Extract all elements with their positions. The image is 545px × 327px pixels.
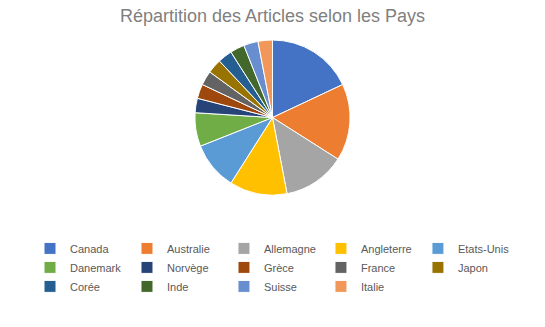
svg-text:Corée: Corée <box>70 281 100 293</box>
svg-text:France: France <box>361 262 395 274</box>
svg-text:Italie: Italie <box>361 281 384 293</box>
svg-text:Danemark: Danemark <box>70 262 121 274</box>
svg-text:Répartition des Articles selon: Répartition des Articles selon les Pays <box>120 6 425 26</box>
svg-text:Grèce: Grèce <box>264 262 294 274</box>
svg-text:Angleterre: Angleterre <box>361 243 412 255</box>
svg-text:Etats-Unis: Etats-Unis <box>458 243 509 255</box>
svg-text:Canada: Canada <box>70 243 109 255</box>
svg-text:Suisse: Suisse <box>264 281 297 293</box>
svg-text:Japon: Japon <box>458 262 488 274</box>
svg-text:Inde: Inde <box>167 281 188 293</box>
svg-text:Australie: Australie <box>167 243 210 255</box>
svg-text:Norvège: Norvège <box>167 262 209 274</box>
svg-text:Allemagne: Allemagne <box>264 243 316 255</box>
